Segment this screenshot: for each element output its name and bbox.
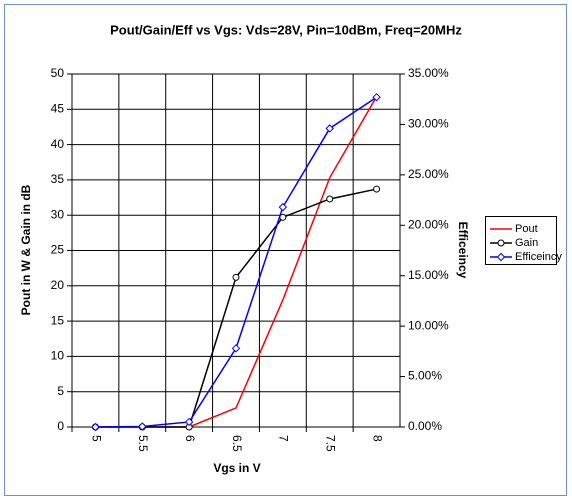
x-tick-label: 5 [89,435,103,442]
y-tick-label: 50 [51,66,65,80]
point [138,422,147,431]
y2-tick-label: 0.00% [408,419,442,433]
y2-axis-title: Efficeincy [456,222,470,279]
point [325,124,334,133]
point [91,422,100,432]
y-tick-label: 20 [51,278,65,292]
y-tick-label: 40 [51,137,65,151]
y-tick-label: 10 [51,349,65,363]
x-tick-label: 7.5 [324,435,338,452]
point [231,344,241,353]
x-tick-label: 8 [370,435,384,442]
y-tick-label: 45 [51,101,65,115]
y2-tick-label: 20.00% [408,217,449,231]
y-tick-label: 30 [51,207,65,221]
legend-label: Gain [515,237,538,249]
point [326,195,334,203]
y-tick-label: 5 [57,384,64,398]
y-tick-label: 15 [51,313,65,327]
y-tick-label: 25 [51,243,65,257]
x-axis-title: Vgs in V [213,461,260,475]
x-tick-label: 7 [277,435,291,442]
x-tick-label: 5.5 [136,435,150,452]
y-tick-label: 0 [57,419,64,433]
y2-tick-label: 10.00% [408,318,449,332]
x-tick-label: 6 [183,435,197,442]
point [184,417,194,427]
y-tick-label: 35 [51,172,65,186]
y2-tick-label: 15.00% [408,268,449,282]
y2-tick-label: 25.00% [408,167,449,181]
y2-tick-label: 30.00% [408,117,449,131]
y2-tick-label: 35.00% [408,66,449,80]
point [372,92,381,102]
y-axis-title: Pout in W & Gain in dB [19,184,33,315]
chart-title: Pout/Gain/Eff vs Vgs: Vds=28V, Pin=10dBm… [110,22,462,37]
point [278,202,288,212]
point [497,239,505,247]
point [373,185,381,193]
legend-label: Efficeincy [515,251,562,263]
y2-tick-label: 5.00% [408,369,442,383]
point [232,273,240,281]
x-tick-label: 6.5 [230,435,244,452]
point [496,252,506,262]
legend-label: Pout [515,223,538,235]
